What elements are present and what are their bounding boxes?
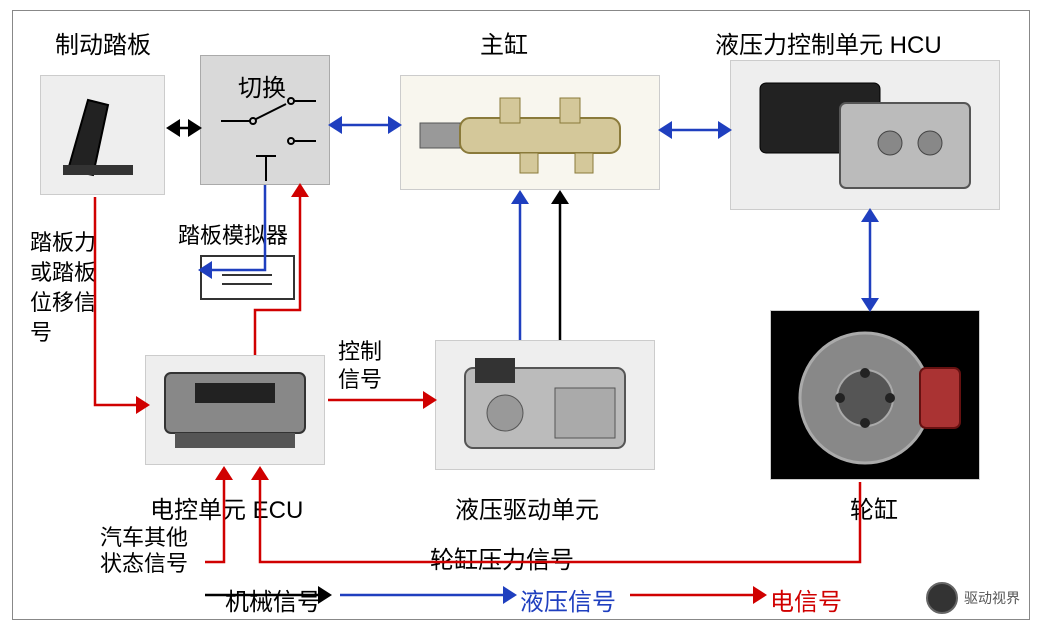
- label-pedal-simulator: 踏板模拟器: [178, 218, 288, 250]
- pedal-signal-line4: 号: [30, 318, 96, 348]
- label-hcu: 液压力控制单元 HCU: [715, 25, 942, 60]
- label-ecu: 电控单元 ECU: [150, 490, 303, 525]
- label-wheel-pressure: 轮缸压力信号: [430, 540, 574, 575]
- pedal-signal-line3: 位移信: [30, 288, 96, 318]
- watermark: 驱动视界: [926, 582, 1020, 614]
- label-wheel-cylinder: 轮缸: [850, 490, 898, 525]
- pedal-signal-line2: 或踏板: [30, 258, 96, 288]
- label-hydraulic-drive: 液压驱动单元: [455, 490, 599, 525]
- label-switch: 切换: [238, 68, 286, 103]
- other-signal-line1: 汽车其他: [100, 525, 188, 551]
- pedal-signal-line1: 踏板力: [30, 228, 96, 258]
- node-master-cylinder: [400, 75, 660, 190]
- control-signal-line1: 控制: [338, 338, 382, 366]
- control-signal-line2: 信号: [338, 366, 382, 394]
- simulator-icon: [202, 257, 297, 302]
- hydraulic-drive-icon: [445, 348, 645, 463]
- watermark-icon: [926, 582, 958, 614]
- master-cylinder-icon: [410, 83, 650, 183]
- node-wheel-cylinder: [770, 310, 980, 480]
- other-signal-line2: 状态信号: [100, 551, 188, 577]
- node-hcu: [730, 60, 1000, 210]
- brake-pedal-icon: [53, 85, 153, 185]
- label-brake-pedal: 制动踏板: [55, 25, 151, 60]
- legend-electrical: 电信号: [770, 582, 842, 617]
- watermark-text: 驱动视界: [964, 588, 1020, 608]
- node-hydraulic-drive: [435, 340, 655, 470]
- label-control-signal: 控制 信号: [338, 338, 382, 394]
- ecu-icon: [155, 363, 315, 458]
- hcu-icon: [740, 68, 990, 203]
- node-ecu: [145, 355, 325, 465]
- legend-mechanical: 机械信号: [225, 582, 321, 617]
- node-pedal-simulator: [200, 255, 295, 300]
- legend-hydraulic: 液压信号: [520, 582, 616, 617]
- wheel-cylinder-icon: [780, 318, 970, 473]
- node-brake-pedal: [40, 75, 165, 195]
- label-pedal-signal: 踏板力 或踏板 位移信 号: [30, 228, 96, 348]
- label-other-signal: 汽车其他 状态信号: [100, 525, 188, 577]
- label-master-cylinder: 主缸: [480, 25, 528, 60]
